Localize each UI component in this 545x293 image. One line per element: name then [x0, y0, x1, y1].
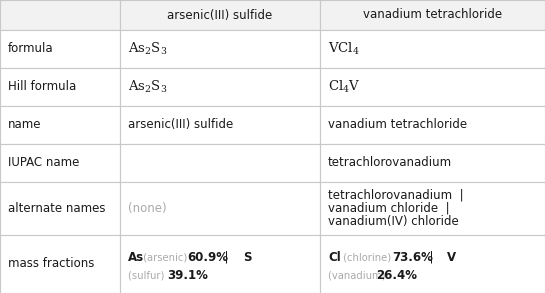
Bar	[120, 106, 320, 144]
Text: tetrachlorovanadium  |: tetrachlorovanadium |	[328, 189, 464, 202]
Bar	[0, 106, 120, 144]
Bar	[320, 182, 545, 235]
Text: arsenic(III) sulfide: arsenic(III) sulfide	[128, 118, 233, 132]
Text: mass fractions: mass fractions	[8, 258, 94, 270]
Text: $\mathregular{As_2S_3}$: $\mathregular{As_2S_3}$	[128, 79, 167, 95]
Text: 60.9%: 60.9%	[187, 251, 228, 263]
Bar	[320, 235, 545, 293]
Bar	[120, 0, 320, 30]
Text: 26.4%: 26.4%	[376, 269, 417, 282]
Text: (vanadium): (vanadium)	[328, 271, 389, 281]
Bar	[120, 182, 320, 235]
Text: (arsenic): (arsenic)	[140, 252, 190, 262]
Text: vanadium(IV) chloride: vanadium(IV) chloride	[328, 215, 459, 228]
Bar	[120, 144, 320, 182]
Text: IUPAC name: IUPAC name	[8, 156, 80, 169]
Bar	[120, 235, 320, 293]
Text: $\mathregular{VCl_4}$: $\mathregular{VCl_4}$	[328, 41, 360, 57]
Text: (none): (none)	[128, 202, 167, 215]
Bar	[320, 68, 545, 106]
Text: |: |	[217, 251, 237, 263]
Text: Cl: Cl	[328, 251, 341, 263]
Text: vanadium chloride  |: vanadium chloride |	[328, 202, 450, 215]
Text: formula: formula	[8, 42, 53, 55]
Text: $\mathregular{Cl_4V}$: $\mathregular{Cl_4V}$	[328, 79, 360, 95]
Bar	[320, 30, 545, 68]
Bar	[0, 182, 120, 235]
Bar	[320, 0, 545, 30]
Text: V: V	[447, 251, 456, 263]
Text: alternate names: alternate names	[8, 202, 106, 215]
Text: 73.6%: 73.6%	[392, 251, 433, 263]
Text: |: |	[422, 251, 441, 263]
Bar	[120, 68, 320, 106]
Text: vanadium tetrachloride: vanadium tetrachloride	[363, 8, 502, 21]
Text: 39.1%: 39.1%	[167, 269, 208, 282]
Text: $\mathregular{As_2S_3}$: $\mathregular{As_2S_3}$	[128, 41, 167, 57]
Text: vanadium tetrachloride: vanadium tetrachloride	[328, 118, 467, 132]
Bar	[0, 0, 120, 30]
Bar	[0, 235, 120, 293]
Text: name: name	[8, 118, 41, 132]
Text: arsenic(III) sulfide: arsenic(III) sulfide	[167, 8, 272, 21]
Text: Hill formula: Hill formula	[8, 81, 76, 93]
Text: S: S	[243, 251, 251, 263]
Bar	[0, 144, 120, 182]
Text: As: As	[128, 251, 144, 263]
Text: tetrachlorovanadium: tetrachlorovanadium	[328, 156, 452, 169]
Bar	[0, 30, 120, 68]
Bar	[320, 144, 545, 182]
Text: (chlorine): (chlorine)	[340, 252, 394, 262]
Bar	[120, 30, 320, 68]
Text: (sulfur): (sulfur)	[128, 271, 167, 281]
Bar	[0, 68, 120, 106]
Bar	[320, 106, 545, 144]
